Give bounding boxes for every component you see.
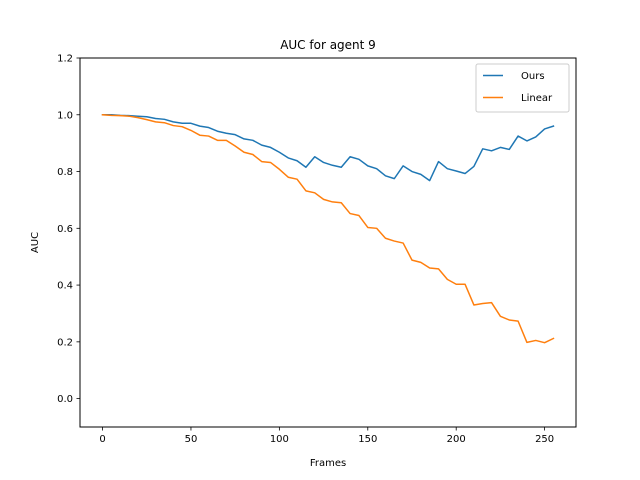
y-tick-label: 0.0 bbox=[57, 394, 73, 405]
y-tick-label: 0.8 bbox=[57, 167, 73, 178]
x-axis-label: Frames bbox=[310, 458, 346, 469]
y-axis: 0.0 0.2 0.4 0.6 0.8 1.0 1.2 bbox=[57, 54, 80, 405]
y-tick-label: 1.2 bbox=[57, 54, 73, 65]
y-tick-label: 0.6 bbox=[57, 224, 73, 235]
y-tick-label: 0.4 bbox=[57, 281, 73, 292]
y-axis-label: AUC bbox=[30, 232, 41, 253]
legend-label-linear: Linear bbox=[521, 93, 553, 104]
chart-title: AUC for agent 9 bbox=[280, 38, 376, 52]
legend: Ours Linear bbox=[475, 63, 570, 113]
x-tick-label: 250 bbox=[535, 434, 554, 445]
x-tick-label: 50 bbox=[185, 434, 198, 445]
plot-frame bbox=[79, 57, 577, 428]
series-line-linear bbox=[101, 113, 555, 344]
legend-label-ours: Ours bbox=[521, 71, 545, 82]
y-tick-label: 0.2 bbox=[57, 337, 73, 348]
plot-layer bbox=[101, 113, 555, 344]
x-axis: 0 50 100 150 200 250 bbox=[99, 427, 554, 445]
x-tick-label: 0 bbox=[99, 434, 105, 445]
x-tick-label: 200 bbox=[447, 434, 466, 445]
x-tick-label: 150 bbox=[358, 434, 377, 445]
series-line-ours bbox=[101, 114, 555, 182]
y-tick-label: 1.0 bbox=[57, 110, 73, 121]
x-tick-label: 100 bbox=[270, 434, 289, 445]
